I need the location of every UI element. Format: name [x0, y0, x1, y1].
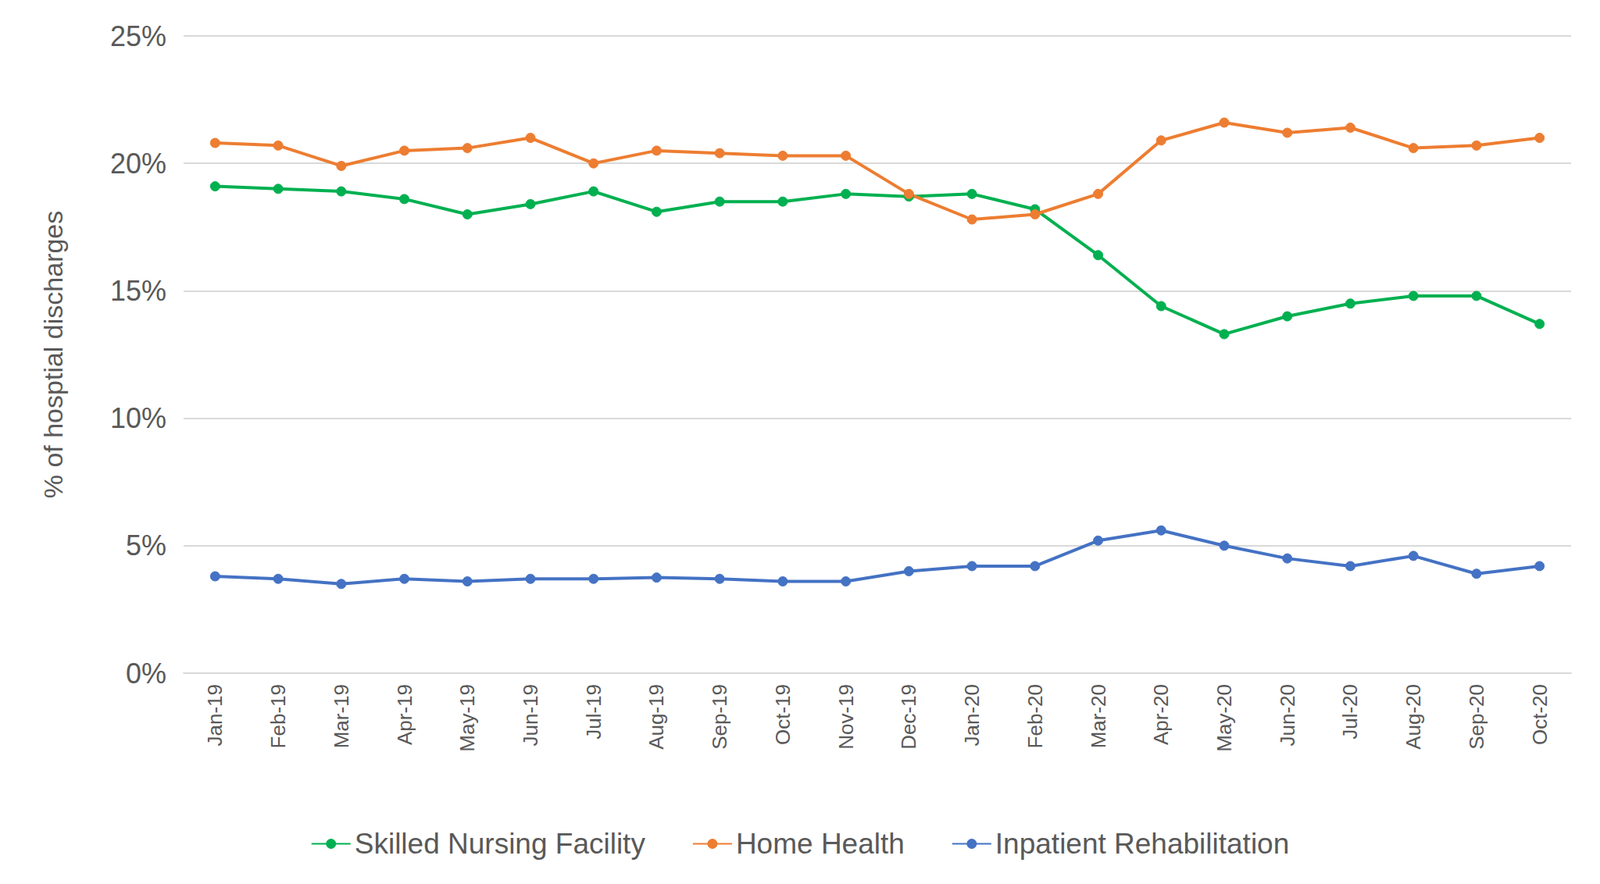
svg-text:Dec-19: Dec-19	[896, 684, 921, 750]
svg-text:Home Health: Home Health	[735, 828, 905, 861]
svg-text:Aug-19: Aug-19	[644, 684, 668, 750]
svg-text:Feb-20: Feb-20	[1023, 684, 1047, 749]
svg-text:25%: 25%	[110, 20, 167, 53]
svg-text:10%: 10%	[110, 402, 167, 435]
svg-text:May-19: May-19	[455, 684, 479, 753]
svg-text:Skilled Nursing Facility: Skilled Nursing Facility	[354, 828, 647, 861]
svg-text:Inpatient Rehabilitation: Inpatient Rehabilitation	[995, 828, 1290, 861]
svg-text:Apr-20: Apr-20	[1149, 684, 1173, 746]
svg-text:Jun-20: Jun-20	[1275, 684, 1300, 747]
svg-text:Sep-19: Sep-19	[707, 684, 732, 750]
svg-text:Jan-19: Jan-19	[203, 684, 227, 747]
svg-text:Nov-19: Nov-19	[834, 684, 858, 750]
svg-text:15%: 15%	[110, 275, 167, 308]
svg-text:Jul-20: Jul-20	[1338, 684, 1362, 740]
svg-text:Mar-19: Mar-19	[329, 684, 354, 749]
svg-text:Mar-20: Mar-20	[1086, 684, 1111, 749]
svg-text:May-20: May-20	[1212, 684, 1236, 753]
svg-text:Apr-19: Apr-19	[392, 684, 417, 746]
svg-text:20%: 20%	[110, 147, 167, 180]
svg-text:0%: 0%	[125, 657, 167, 690]
svg-text:Jun-19: Jun-19	[518, 684, 543, 747]
svg-text:% of hosptial discharges: % of hosptial discharges	[38, 210, 68, 500]
svg-text:Jul-19: Jul-19	[582, 684, 606, 740]
svg-text:Oct-19: Oct-19	[771, 684, 795, 746]
svg-text:Sep-20: Sep-20	[1464, 684, 1489, 750]
svg-text:Oct-20: Oct-20	[1528, 684, 1552, 746]
svg-text:5%: 5%	[125, 529, 167, 562]
svg-text:Feb-19: Feb-19	[266, 684, 290, 749]
svg-text:Aug-20: Aug-20	[1401, 684, 1425, 750]
svg-text:Jan-20: Jan-20	[960, 684, 984, 747]
